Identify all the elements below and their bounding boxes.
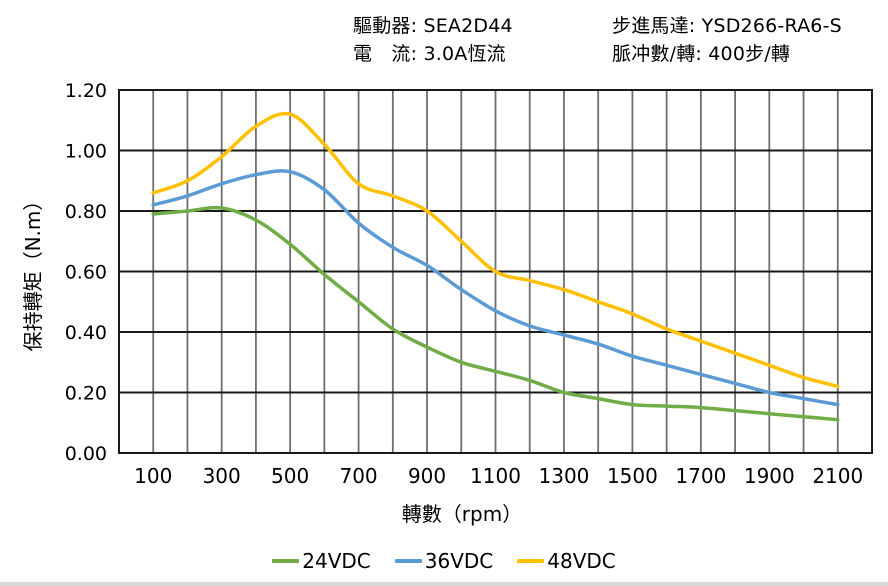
legend-label: 36VDC [424,549,494,573]
legend-item-48vdc: 48VDC [517,549,616,573]
svg-text:700: 700 [339,464,377,488]
series-line-36vdc [151,169,840,407]
y-axis-title: 保持轉矩（N.m） [21,191,45,352]
legend-item-36vdc: 36VDC [394,549,494,573]
pulses-per-rev-label: 脈冲數/轉: 400步/轉 [612,43,791,65]
svg-text:0.00: 0.00 [65,443,107,465]
svg-text:1900: 1900 [744,464,795,488]
svg-text:0.80: 0.80 [65,201,107,223]
driver-label: 驅動器: SEA2D44 [353,15,513,37]
svg-text:300: 300 [203,464,241,488]
motor-label: 步進馬達: YSD266-RA6-S [612,15,842,37]
svg-text:1.00: 1.00 [65,141,107,163]
header-left: 驅動器: SEA2D44 電 流: 3.0A恆流 [353,12,513,68]
x-tick-labels: 100 300 500 700 900 1100 1300 1500 1700 1900 2100 [134,464,863,488]
series-line-48vdc [151,111,840,389]
svg-text:900: 900 [408,464,446,488]
legend-item-24vdc: 24VDC [272,549,371,573]
svg-text:500: 500 [271,464,309,488]
svg-text:100: 100 [134,464,172,488]
legend-label: 48VDC [547,549,616,573]
svg-text:1.20: 1.20 [65,80,107,102]
legend-line-icon [394,559,422,563]
plot-border [118,89,873,454]
svg-text:2100: 2100 [812,464,863,488]
x-axis-title: 轉數（rpm） [402,502,522,526]
svg-text:1100: 1100 [470,464,521,488]
svg-text:0.40: 0.40 [65,322,107,344]
legend-label: 24VDC [302,549,371,573]
chart-legend: 24VDC 36VDC 48VDC [0,546,888,576]
header-right: 步進馬達: YSD266-RA6-S 脈冲數/轉: 400步/轉 [612,12,842,68]
current-label: 電 流: 3.0A恆流 [353,43,506,65]
y-tick-labels: 0.00 0.20 0.40 0.60 0.80 1.00 1.20 [65,80,107,465]
svg-text:1500: 1500 [607,464,658,488]
svg-text:1300: 1300 [539,464,590,488]
svg-text:0.20: 0.20 [65,383,107,405]
svg-text:1700: 1700 [675,464,726,488]
bottom-edge [0,582,888,586]
series-line-24vdc [151,205,840,422]
legend-line-icon [517,559,545,563]
svg-text:0.60: 0.60 [65,262,107,284]
legend-line-icon [272,559,300,563]
